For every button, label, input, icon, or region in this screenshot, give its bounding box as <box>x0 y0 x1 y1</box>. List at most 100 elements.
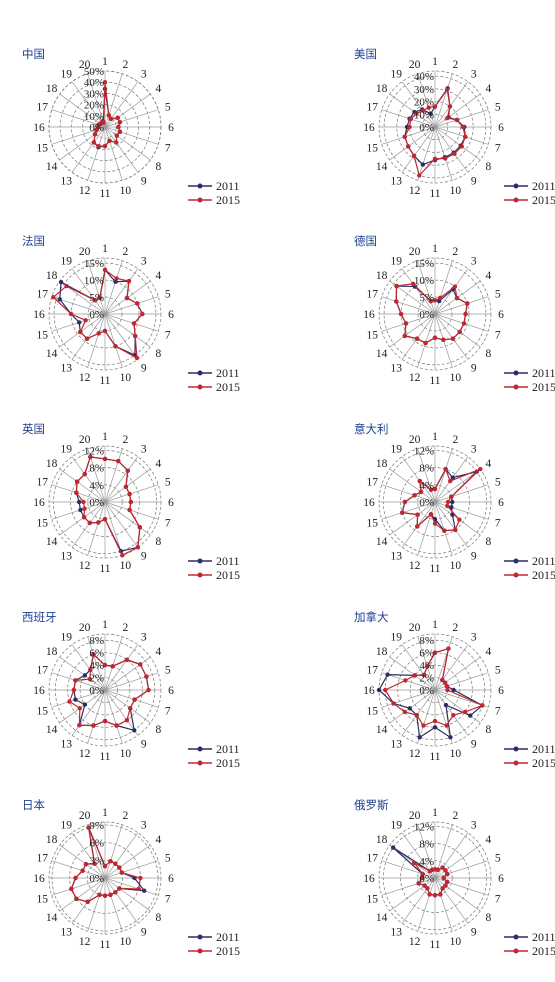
axis-label: 2 <box>453 622 459 634</box>
axis-label: 3 <box>471 69 477 81</box>
axis-label: 10 <box>120 748 132 760</box>
data-point <box>83 861 89 867</box>
axis-label: 18 <box>376 458 388 470</box>
axis-spoke <box>401 81 436 128</box>
data-point <box>142 888 147 893</box>
data-point <box>102 662 108 668</box>
axis-spoke <box>104 501 123 556</box>
data-point <box>114 723 119 728</box>
data-point <box>422 883 427 888</box>
axis-spoke <box>104 832 139 879</box>
data-point <box>78 329 83 335</box>
ring-label: 5% <box>89 292 104 304</box>
data-point <box>428 512 434 517</box>
axis-spoke <box>434 860 489 879</box>
data-point <box>113 140 119 145</box>
axis-label: 18 <box>46 646 58 658</box>
axis-spoke <box>104 313 159 332</box>
data-point <box>430 867 435 873</box>
axis-spoke <box>434 109 489 128</box>
ring-label: 8% <box>89 463 104 475</box>
axis-spoke <box>104 877 123 932</box>
axis-spoke <box>434 656 481 691</box>
axis-label: 19 <box>60 632 72 644</box>
radar-chart-6: 4%8%12%0%1 234567891011121314151617181920… <box>354 422 555 582</box>
axis-label: 2 <box>123 59 129 71</box>
legend-label: 2015 <box>216 193 240 207</box>
data-point <box>113 344 118 349</box>
axis-label: 13 <box>390 738 402 750</box>
axis-spoke <box>417 448 436 503</box>
data-point <box>417 478 423 484</box>
axis-label: 5 <box>165 665 171 677</box>
data-point <box>432 893 438 898</box>
data-point <box>428 298 433 304</box>
axis-spoke <box>104 656 151 691</box>
axis-label: 11 <box>99 751 110 763</box>
data-point <box>123 484 129 490</box>
axis-spoke <box>104 109 159 128</box>
axis-label: 11 <box>99 188 110 200</box>
data-point <box>117 865 122 870</box>
data-point <box>423 340 428 346</box>
legend-label: 2015 <box>216 756 240 770</box>
axis-spoke <box>381 296 436 315</box>
legend-label: 2015 <box>532 193 555 207</box>
data-point <box>417 173 422 178</box>
axis-spoke <box>434 296 489 315</box>
data-point <box>457 517 462 522</box>
ring-label-zero: 0% <box>419 497 434 509</box>
data-point <box>92 132 98 137</box>
ring-label: 8% <box>419 635 434 647</box>
axis-label: 11 <box>429 939 440 951</box>
data-point <box>71 687 77 693</box>
axis-spoke <box>417 636 436 691</box>
data-point <box>454 117 459 123</box>
axis-label: 8 <box>156 161 162 173</box>
axis-spoke <box>104 260 123 315</box>
data-point <box>87 520 93 526</box>
data-point <box>124 657 130 662</box>
axis-spoke <box>104 824 123 879</box>
axis-label: 9 <box>141 175 147 187</box>
axis-label: 1 <box>432 431 438 443</box>
axis-spoke <box>104 501 139 548</box>
ring-label: 20% <box>414 97 434 109</box>
legend-marker <box>197 558 203 564</box>
axis-label: 15 <box>36 142 48 154</box>
legend-label: 2011 <box>216 930 240 944</box>
radar-chart-8: 2%4%6%8%0%1 23456789101112131415161718192… <box>354 610 555 770</box>
data-point <box>91 652 96 657</box>
data-point <box>91 140 97 145</box>
data-point <box>457 329 462 335</box>
ring-label: 10% <box>84 111 104 123</box>
data-point <box>101 120 106 125</box>
axis-label: 6 <box>168 309 174 321</box>
axis-spoke <box>104 126 139 173</box>
axis-label: 10 <box>450 560 462 572</box>
axis-label: 1 <box>432 619 438 631</box>
axis-spoke <box>71 832 106 879</box>
axis-label: 12 <box>79 936 91 948</box>
axis-label: 11 <box>99 375 110 387</box>
data-point <box>51 295 56 300</box>
ring-label-zero: 0% <box>89 685 104 697</box>
data-point <box>440 865 445 870</box>
radar-chart-9: 3%6%9%0%1 234567891011121314151617181920日… <box>22 798 240 958</box>
data-point <box>102 718 108 724</box>
axis-label: 17 <box>36 477 48 489</box>
ring-label: 3% <box>89 855 104 867</box>
axis-spoke <box>417 260 436 315</box>
axis-label: 3 <box>141 820 147 832</box>
axis-spoke <box>389 656 436 691</box>
data-point <box>102 456 108 462</box>
axis-spoke <box>104 448 123 503</box>
data-point <box>102 517 108 522</box>
ring-label: 9% <box>89 820 104 832</box>
axis-label: 13 <box>60 175 72 187</box>
axis-label: 18 <box>376 270 388 282</box>
axis-spoke <box>381 689 436 708</box>
